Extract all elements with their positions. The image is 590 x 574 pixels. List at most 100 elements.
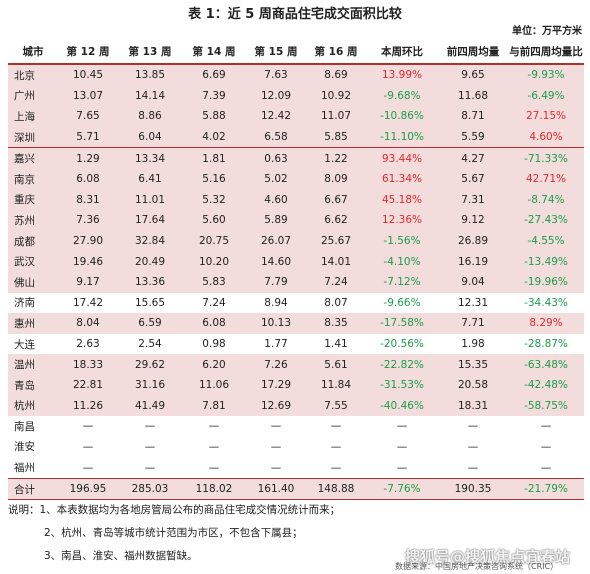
data-cell: 32.84 (118, 230, 182, 252)
data-cell: 22.81 (58, 374, 118, 396)
data-cell: 16.19 (438, 251, 508, 272)
data-cell: — (208, 420, 220, 433)
header-cell: 与前四周均量比 (508, 40, 584, 65)
data-cell: 5.32 (182, 189, 246, 211)
data-cell: — (330, 440, 342, 453)
data-cell: — (270, 420, 282, 433)
header-cell: 第 12 周 (58, 40, 118, 65)
city-cell: 深圳 (8, 126, 58, 148)
data-cell: 20.49 (118, 251, 182, 272)
data-cell: 9.17 (58, 271, 118, 293)
table-row: 青岛 22.81 31.16 11.06 17.29 11.84 -31.53% 20.58-… (8, 374, 584, 396)
data-cell: 190.35 (438, 477, 508, 501)
city-cell: 福州 (14, 462, 35, 475)
data-cell: 1.22 (306, 147, 366, 169)
table-row: 广州 13.07 14.14 7.39 12.09 10.92 -9.68% 11.68 -6.… (8, 85, 584, 107)
city-cell: 佛山 (8, 271, 58, 293)
data-cell: — (82, 420, 94, 433)
data-cell: 11.07 (306, 106, 366, 127)
data-cell: -19.96% (508, 271, 584, 293)
data-cell: -7.12% (366, 271, 438, 293)
data-cell: 8.09 (306, 168, 366, 190)
header-cell: 第 15 周 (246, 40, 306, 65)
notes: 说明：1、本表数据均为各地房管局公布的商品住宅成交情况统计而来； 2、杭州、青岛… (8, 499, 340, 568)
data-cell: 11.84 (306, 374, 366, 396)
data-cell: 7.55 (306, 395, 366, 417)
unit-label: 单位：万平方米 (512, 26, 582, 37)
watermark: 搜狐号@搜狐焦点宜春站 (405, 548, 571, 566)
data-cell: 7.31 (438, 189, 508, 211)
data-cell: 31.16 (118, 374, 182, 396)
city-cell: 温州 (8, 354, 58, 375)
data-cell: -9.68% (366, 85, 438, 107)
data-cell: — (82, 461, 94, 474)
table-row: 嘉兴 1.29 13.34 1.81 0.63 1.22 93.44% 4.27 -71.33% (8, 147, 584, 169)
data-cell: 6.69 (182, 64, 246, 86)
data-cell: 8.94 (264, 296, 288, 309)
data-cell: 18.31 (438, 395, 508, 417)
data-cell: 5.60 (182, 210, 246, 231)
data-cell: — (396, 420, 408, 433)
data-cell: 93.44% (366, 147, 438, 169)
table-row: 上海 7.65 8.86 5.88 12.42 11.07 -10.86% 8.71 27.15… (8, 106, 584, 127)
data-cell: 19.46 (58, 251, 118, 272)
data-cell: 7.26 (246, 354, 306, 375)
data-cell: 5.88 (182, 106, 246, 127)
header-cell: 前四周均量 (438, 40, 508, 65)
table-row: 福州 — — — — — — — — (8, 457, 584, 478)
note-line: 3、南昌、淮安、福州数据暂缺。 (44, 550, 198, 562)
data-cell: — (467, 440, 479, 453)
data-cell: 161.40 (246, 477, 306, 501)
city-cell: 青岛 (8, 374, 58, 396)
city-cell: 南京 (8, 168, 58, 190)
data-cell: 5.02 (246, 168, 306, 190)
source-label: 数据来源：中国房地产决策咨询系统（CRIC） (395, 562, 559, 571)
city-cell: 杭州 (8, 395, 58, 417)
data-cell: 5.16 (182, 168, 246, 190)
note-line: 说明：1、本表数据均为各地房管局公布的商品住宅成交情况统计而来； (8, 504, 341, 516)
city-cell: 合计 (8, 477, 58, 501)
data-cell: — (144, 461, 156, 474)
city-cell: 成都 (8, 230, 58, 252)
data-cell: -34.43% (524, 296, 568, 309)
sales-area-table: 城市 第 12 周 第 13 周 第 14 周 第 15 周 第 16 周 本周… (8, 40, 584, 501)
data-cell: 13.85 (118, 64, 182, 86)
data-cell: -21.79% (508, 477, 584, 501)
data-cell: 11.06 (182, 374, 246, 396)
data-cell: 15.65 (134, 296, 166, 309)
data-cell: -4.55% (508, 230, 584, 252)
data-cell: -42.48% (508, 374, 584, 396)
data-cell: 27.90 (58, 230, 118, 252)
data-cell: -27.43% (508, 210, 584, 231)
data-cell: 10.92 (306, 85, 366, 107)
data-cell: 1.41 (324, 338, 348, 351)
data-cell: 13.99% (366, 64, 438, 86)
data-cell: 8.35 (306, 313, 366, 334)
data-cell: — (396, 461, 408, 474)
data-cell: 61.34% (366, 168, 438, 190)
data-cell: -20.56% (380, 338, 424, 351)
note-line: 2、杭州、青岛等城市统计范围为市区，不包含下属县； (44, 527, 303, 539)
data-cell: 8.69 (306, 64, 366, 86)
data-cell: — (467, 420, 479, 433)
data-cell: — (330, 420, 342, 433)
data-cell: 5.71 (58, 126, 118, 148)
data-cell: — (467, 461, 479, 474)
data-cell: 1.29 (58, 147, 118, 169)
data-cell: 7.24 (202, 296, 226, 309)
table-row: 淮安 — — — — — — — — (8, 437, 584, 458)
data-cell: 6.67 (306, 189, 366, 211)
data-cell: 29.62 (118, 354, 182, 375)
data-cell: 14.14 (118, 85, 182, 107)
data-cell: 9.65 (438, 64, 508, 86)
data-cell: 14.60 (246, 251, 306, 272)
city-cell: 嘉兴 (8, 147, 58, 169)
table-row: 深圳 5.71 6.04 4.02 6.58 5.85 -11.10% 5.59 4.60% (8, 126, 584, 148)
header-row: 城市 第 12 周 第 13 周 第 14 周 第 15 周 第 16 周 本周… (8, 40, 584, 65)
data-cell: 14.01 (306, 251, 366, 272)
data-cell: 5.67 (438, 168, 508, 190)
data-cell: 196.95 (58, 477, 118, 501)
data-cell: 20.75 (182, 230, 246, 252)
data-cell: 1.98 (461, 338, 485, 351)
data-cell: — (540, 420, 552, 433)
